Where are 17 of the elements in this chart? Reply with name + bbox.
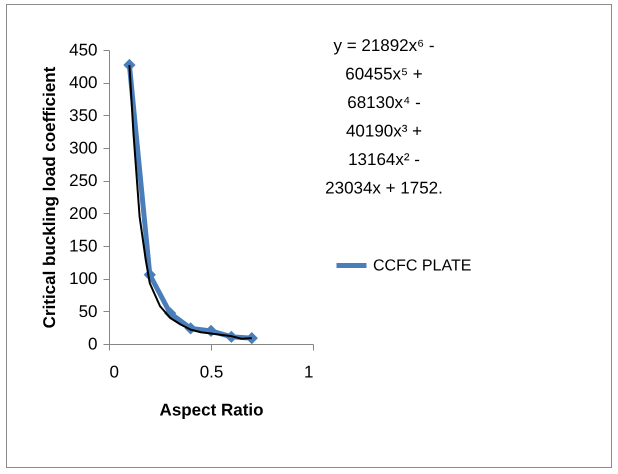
y-tick-label: 200	[69, 204, 98, 223]
y-tick-label: 300	[69, 138, 98, 158]
y-tick-label: 400	[69, 73, 98, 92]
y-tick-label: 50	[78, 302, 98, 321]
text: y = 21892x⁶ - 60455x⁵ + 68130x⁴ - 40190x³ + 13164x² - 23034x + 1752.	[325, 36, 443, 198]
y-tick-label: 450	[69, 40, 98, 60]
y-tick-label: 100	[69, 269, 98, 288]
x-tick-label: 1	[304, 362, 314, 382]
x-tick-label: 0.5	[200, 362, 224, 382]
y-tick-label: 350	[69, 106, 98, 125]
x-tick-label: 0	[110, 362, 119, 382]
x-axis-title: Aspect Ratio	[160, 400, 264, 420]
legend-label: CCFC PLATE	[373, 258, 472, 274]
y-tick-label: 0	[88, 334, 98, 354]
y-axis-title: Critical buckling load coefficient	[40, 66, 60, 328]
y-tick-label: 150	[69, 236, 98, 256]
y-tick-label: 250	[69, 171, 98, 190]
